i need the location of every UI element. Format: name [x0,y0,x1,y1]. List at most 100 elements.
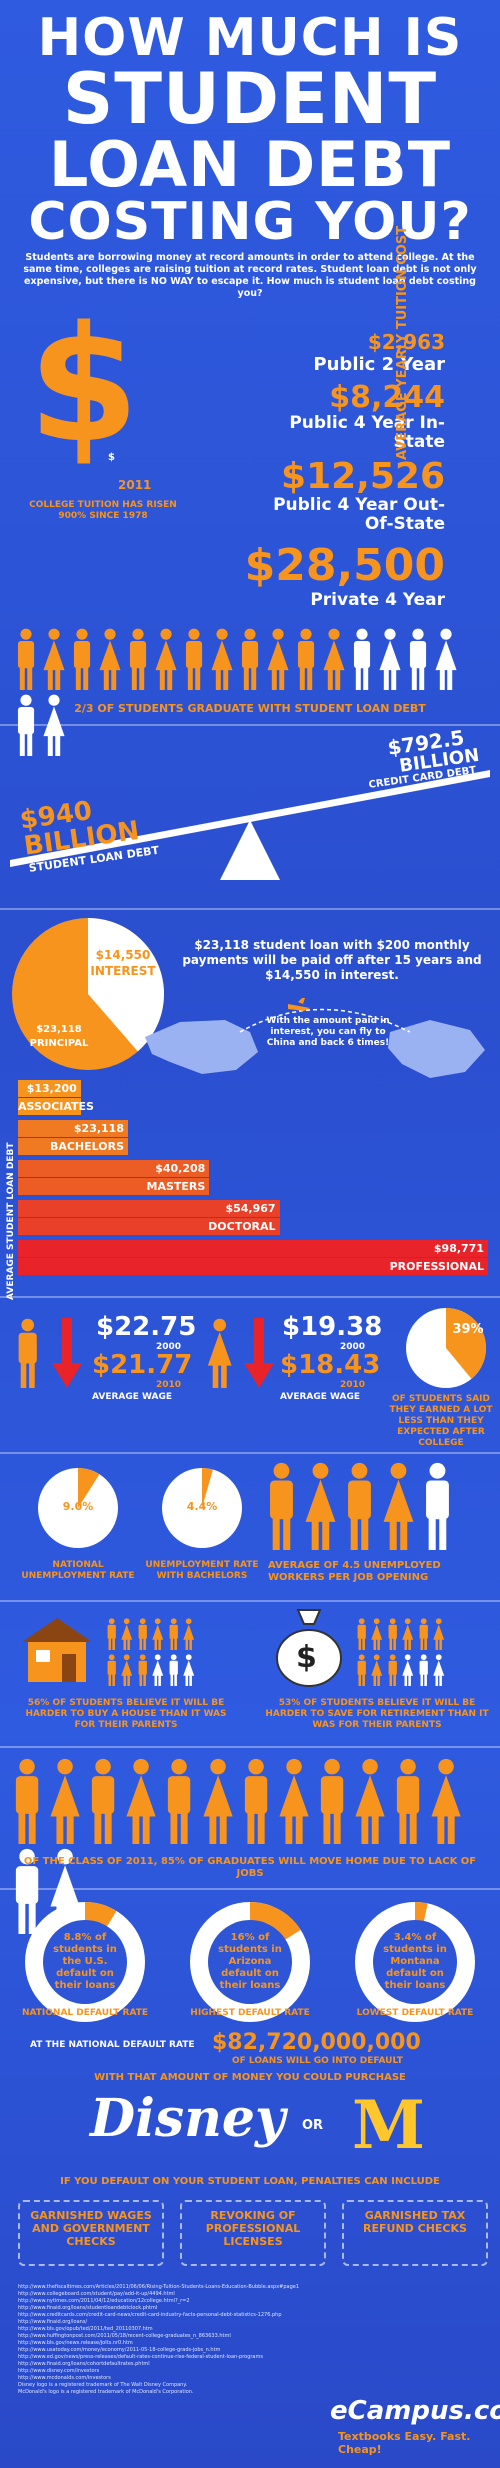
male-person-icon [105,1618,118,1654]
default-rate-label: NATIONAL DEFAULT RATE [21,2008,149,2018]
default-rate-text: 16% of students in Arizona default on th… [218,1932,282,1991]
source-line: http://www.ed.gov/news/press-releases/de… [18,2354,263,2360]
move-home-text: OF THE CLASS OF 2011, 85% OF GRADUATES W… [23,1856,477,1879]
graduates-caption: 2/3 OF STUDENTS GRADUATE WITH STUDENT LO… [74,702,426,715]
male-person-icon [417,1618,430,1654]
mcdonalds-logo: M [352,2086,426,2164]
bar-amount: $23,118 [18,1120,128,1137]
bar-label: DOCTORAL [18,1218,280,1235]
bar-label: MASTERS [18,1178,210,1195]
bar-label: BACHELORS [18,1138,128,1155]
female-person-icon [123,1758,159,1848]
national-unemployment-label: NATIONAL UNEMPLOYMENT RATE [21,1560,135,1581]
male-person-icon [238,1758,274,1848]
female-person-icon [321,628,347,694]
bachelors-unemployment-pie [162,1468,242,1548]
source-line: http://www.nytimes.com/2011/04/12/educat… [18,2298,190,2304]
default-rate-ring: 8.8% of students in the U.S. default on … [21,1898,149,2030]
female-person-icon [151,1654,164,1690]
male-person-icon [105,1654,118,1690]
tuition-year: 2011 [118,478,152,492]
male-person-icon [386,1654,399,1690]
graduates-people-row [12,628,488,756]
tuition-label-3: Public 4 Year Out-Of-State [273,495,445,534]
tuition-caption: COLLEGE TUITION HAS RISEN 900% SINCE 197… [29,500,177,521]
big-dollar-icon: $ [28,291,140,478]
male-person-icon [405,628,431,694]
female-person-icon [377,628,403,694]
expectation-caption: OF STUDENTS SAID THEY EARNED A LOT LESS … [389,1394,493,1448]
expectation-pie-chart [406,1308,486,1388]
ecampus-logo: eCampus.com [330,2396,500,2426]
tuition-amount-4: $28,500 [244,540,445,591]
divider [0,1888,500,1890]
default-rate-label: HIGHEST DEFAULT RATE [190,2008,310,2018]
title-line-1: HOW MUCH IS [37,8,463,68]
female-wage-2000: $19.38 [282,1312,383,1342]
male-person-icon [341,1462,378,1554]
interest-slice [88,918,164,1052]
male-person-icon [167,1618,180,1654]
source-line: http://www.finaid.org/loans/ [18,2319,88,2325]
female-person-icon [182,1654,195,1690]
source-line: http://www.thefiscaltimes.com/Articles/2… [18,2284,300,2290]
male-person-icon [419,1462,456,1554]
female-wage-2010: $18.43 [280,1350,381,1380]
debt-side-label: AVERAGE STUDENT LOAN DEBT [6,1142,16,1300]
default-total-amount: $82,720,000,000 [212,2030,421,2055]
female-person-icon [182,1618,195,1654]
source-line: McDonald's logo is a registered trademar… [18,2389,194,2395]
expectation-pie-slice [446,1308,486,1379]
tuition-amount-2: $8,244 [329,380,445,415]
female-person-icon [200,1758,236,1848]
china-text: With the amount paid in interest, you ca… [266,1016,390,1048]
bar-label: ASSOCIATES [18,1098,94,1115]
penalty-box-3: GARNISHED TAX REFUND CHECKS [342,2200,488,2266]
female-person-icon [352,1758,388,1848]
source-line: http://www.creditcards.com/credit-card-n… [18,2312,282,2318]
bachelors-unemployment-slice [202,1468,213,1508]
house-students-grid [104,1618,244,1688]
default-ring-graphic [25,1902,145,2022]
male-person-icon [161,1758,197,1848]
source-line: http://www.collegeboard.com/student/pay/… [18,2291,175,2297]
penalties-heading: IF YOU DEFAULT ON YOUR STUDENT LOAN, PEN… [60,2176,440,2187]
title-line-3: LOAN DEBT [48,128,452,201]
male-person-icon [125,628,151,694]
divider [0,1296,500,1298]
female-person-icon [41,694,67,760]
debt-bar-chart: $13,200 ASSOCIATES $23,118 BACHELORS $40,208… [18,1080,488,1290]
bar-label: PROFESSIONAL [18,1258,488,1275]
money-bag-symbol: $ [296,1640,317,1675]
tuition-side-label: AVERAGE YEARLY TUITION COST [395,225,410,460]
ecampus-tagline: Textbooks Easy. Fast. Cheap! [338,2430,471,2456]
airplane-icon [288,998,310,1011]
male-person-icon [390,1758,426,1848]
divider [0,1452,500,1454]
source-line: http://www.huffingtonpost.com/2011/05/18… [18,2333,231,2339]
male-person-icon [13,1318,42,1392]
principal-label: PRINCIPAL [29,1038,89,1049]
male-person-icon [167,1654,180,1690]
national-unemployment-pie [38,1468,118,1548]
retire-students-grid [354,1618,494,1688]
tuition-label-2: Public 4 Year In-State [289,413,445,452]
female-person-icon [432,1654,445,1690]
interest-text: $23,118 student loan with $200 monthly p… [182,938,482,982]
unemployed-workers-label: AVERAGE OF 4.5 UNEMPLOYED WORKERS PER JO… [268,1560,441,1583]
tuition-amount-1: $2,963 [367,330,445,354]
source-line: http://www.finaid.org/loans/studentloand… [18,2305,158,2311]
male-avg-wage-label: AVERAGE WAGE [92,1392,173,1402]
source-line: http://www.finaid.org/loans/cohortdefaul… [18,2361,150,2367]
male-person-icon [237,628,263,694]
male-person-icon [85,1758,121,1848]
male-person-icon [355,1654,368,1690]
divider [0,724,500,726]
female-person-icon [380,1462,417,1554]
tuition-label-1: Public 2 Year [313,354,445,375]
house-text: 56% OF STUDENTS BELIEVE IT WILL BE HARDE… [25,1698,227,1730]
source-line: http://www.disney.com/investors [18,2368,100,2374]
male-person-icon [181,628,207,694]
interest-amount: $14,550 [95,948,151,962]
female-person-icon [47,1758,83,1848]
